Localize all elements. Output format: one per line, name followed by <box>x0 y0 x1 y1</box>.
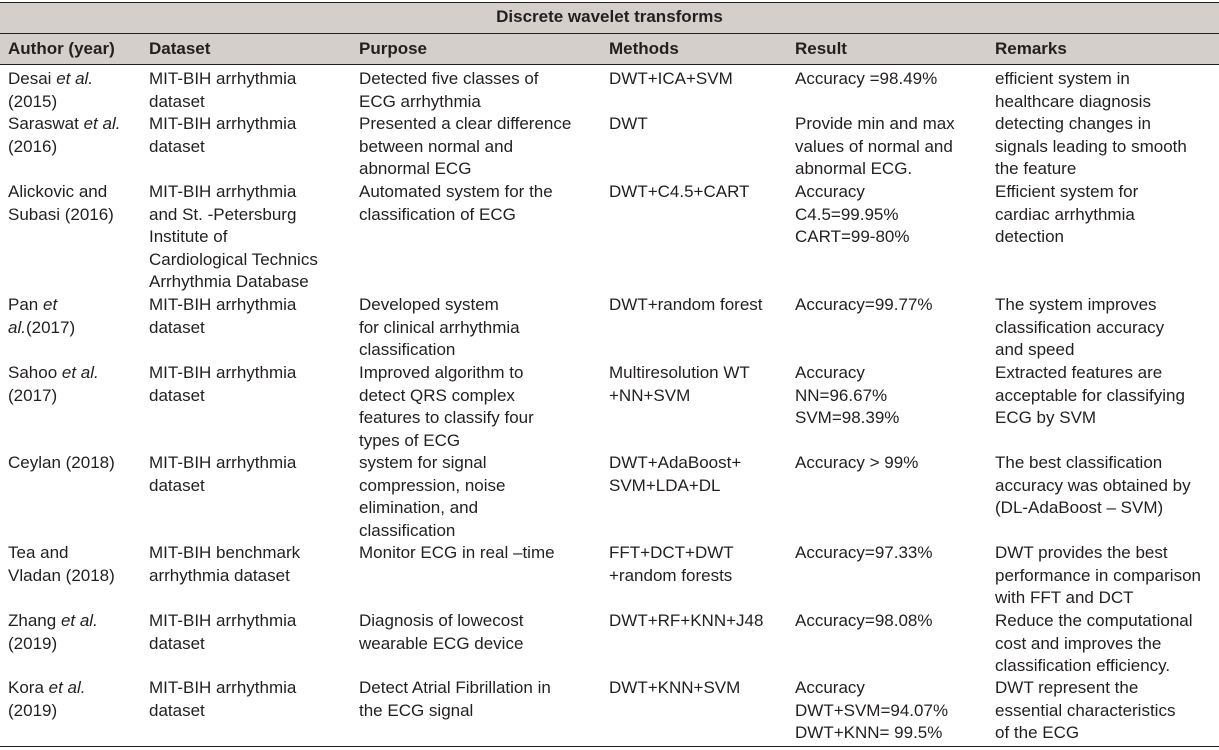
cell-remarks: efficient system in healthcare diagnosis <box>995 69 1151 111</box>
header-band <box>0 34 1219 65</box>
cell-dataset: MIT-BIH arrhythmia dataset <box>149 69 297 111</box>
cell-author: Desai et al. (2015) <box>8 69 94 111</box>
column-header-author: Author (year) <box>8 39 115 58</box>
cell-purpose: Improved algorithm to detect QRS complex… <box>359 363 534 450</box>
cell-remarks: The system improves classification accur… <box>995 295 1165 359</box>
cell-dataset: MIT-BIH benchmark arrhythmia dataset <box>149 543 301 585</box>
cell-dataset: MIT-BIH arrhythmia dataset <box>149 363 297 405</box>
cell-purpose: system for signal compression, noise eli… <box>359 453 506 540</box>
table-bottom-rule <box>0 746 1219 747</box>
cell-result: Accuracy=98.08% <box>795 611 933 630</box>
column-header-result: Result <box>795 39 847 58</box>
cell-result: Accuracy=97.33% <box>795 543 933 562</box>
cell-author: Tea and Vladan (2018) <box>8 543 115 585</box>
cell-remarks: Extracted features are acceptable for cl… <box>995 363 1185 427</box>
cell-result: Accuracy C4.5=99.95% CART=99-80% <box>795 182 910 246</box>
cell-result: Accuracy=99.77% <box>795 295 933 314</box>
cell-purpose: Detected five classes of ECG arrhythmia <box>359 69 539 111</box>
cell-dataset: MIT-BIH arrhythmia dataset <box>149 114 297 156</box>
column-header-remarks: Remarks <box>995 39 1067 58</box>
cell-methods: FFT+DCT+DWT +random forests <box>609 543 734 585</box>
cell-purpose: Presented a clear difference between nor… <box>359 114 572 178</box>
column-header-dataset: Dataset <box>149 39 211 58</box>
table-top-rule <box>0 2 1219 3</box>
cell-methods: DWT+AdaBoost+ SVM+LDA+DL <box>609 453 742 495</box>
cell-author: Ceylan (2018) <box>8 453 115 472</box>
cell-remarks: DWT provides the best performance in com… <box>995 543 1201 607</box>
cell-purpose: Diagnosis of lowecost wearable ECG devic… <box>359 611 524 653</box>
column-header-methods: Methods <box>609 39 679 58</box>
cell-methods: DWT+C4.5+CART <box>609 182 750 201</box>
cell-methods: DWT+RF+KNN+J48 <box>609 611 764 630</box>
cell-result: Accuracy NN=96.67% SVM=98.39% <box>795 363 900 427</box>
cell-author: Saraswat et al. (2016) <box>8 114 121 156</box>
cell-methods: DWT+KNN+SVM <box>609 678 741 697</box>
cell-dataset: MIT-BIH arrhythmia dataset <box>149 611 297 653</box>
cell-dataset: MIT-BIH arrhythmia dataset <box>149 678 297 720</box>
cell-result: Provide min and max values of normal and… <box>795 114 955 178</box>
cell-author: Sahoo et al. (2017) <box>8 363 99 405</box>
cell-result: Accuracy > 99% <box>795 453 919 472</box>
table-caption: Discrete wavelet transforms <box>496 7 723 26</box>
cell-purpose: Automated system for the classification … <box>359 182 553 224</box>
cell-dataset: MIT-BIH arrhythmia and St. -Petersburg I… <box>149 182 318 291</box>
cell-author: Alickovic and Subasi (2016) <box>8 182 114 224</box>
cell-purpose: Monitor ECG in real –time <box>359 543 555 562</box>
cell-purpose: Detect Atrial Fibrillation in the ECG si… <box>359 678 551 720</box>
cell-dataset: MIT-BIH arrhythmia dataset <box>149 453 297 495</box>
cell-remarks: DWT represent the essential characterist… <box>995 678 1176 742</box>
cell-dataset: MIT-BIH arrhythmia dataset <box>149 295 297 337</box>
cell-remarks: The best classification accuracy was obt… <box>995 453 1191 517</box>
cell-methods: DWT+ICA+SVM <box>609 69 733 88</box>
cell-author: Kora et al. (2019) <box>8 678 86 720</box>
cell-methods: Multiresolution WT +NN+SVM <box>609 363 750 405</box>
cell-remarks: detecting changes in signals leading to … <box>995 114 1187 178</box>
cell-remarks: Efficient system for cardiac arrhythmia … <box>995 182 1139 246</box>
cell-author: Pan et al.(2017) <box>8 295 76 337</box>
cell-remarks: Reduce the computational cost and improv… <box>995 611 1193 675</box>
cell-methods: DWT+random forest <box>609 295 763 314</box>
caption-band <box>0 3 1219 34</box>
cell-methods: DWT <box>609 114 648 133</box>
cell-author: Zhang et al. (2019) <box>8 611 98 653</box>
cell-purpose: Developed system for clinical arrhythmia… <box>359 295 520 359</box>
column-header-purpose: Purpose <box>359 39 428 58</box>
cell-result: Accuracy DWT+SVM=94.07% DWT+KNN= 99.5% <box>795 678 949 742</box>
cell-result: Accuracy =98.49% <box>795 69 938 88</box>
